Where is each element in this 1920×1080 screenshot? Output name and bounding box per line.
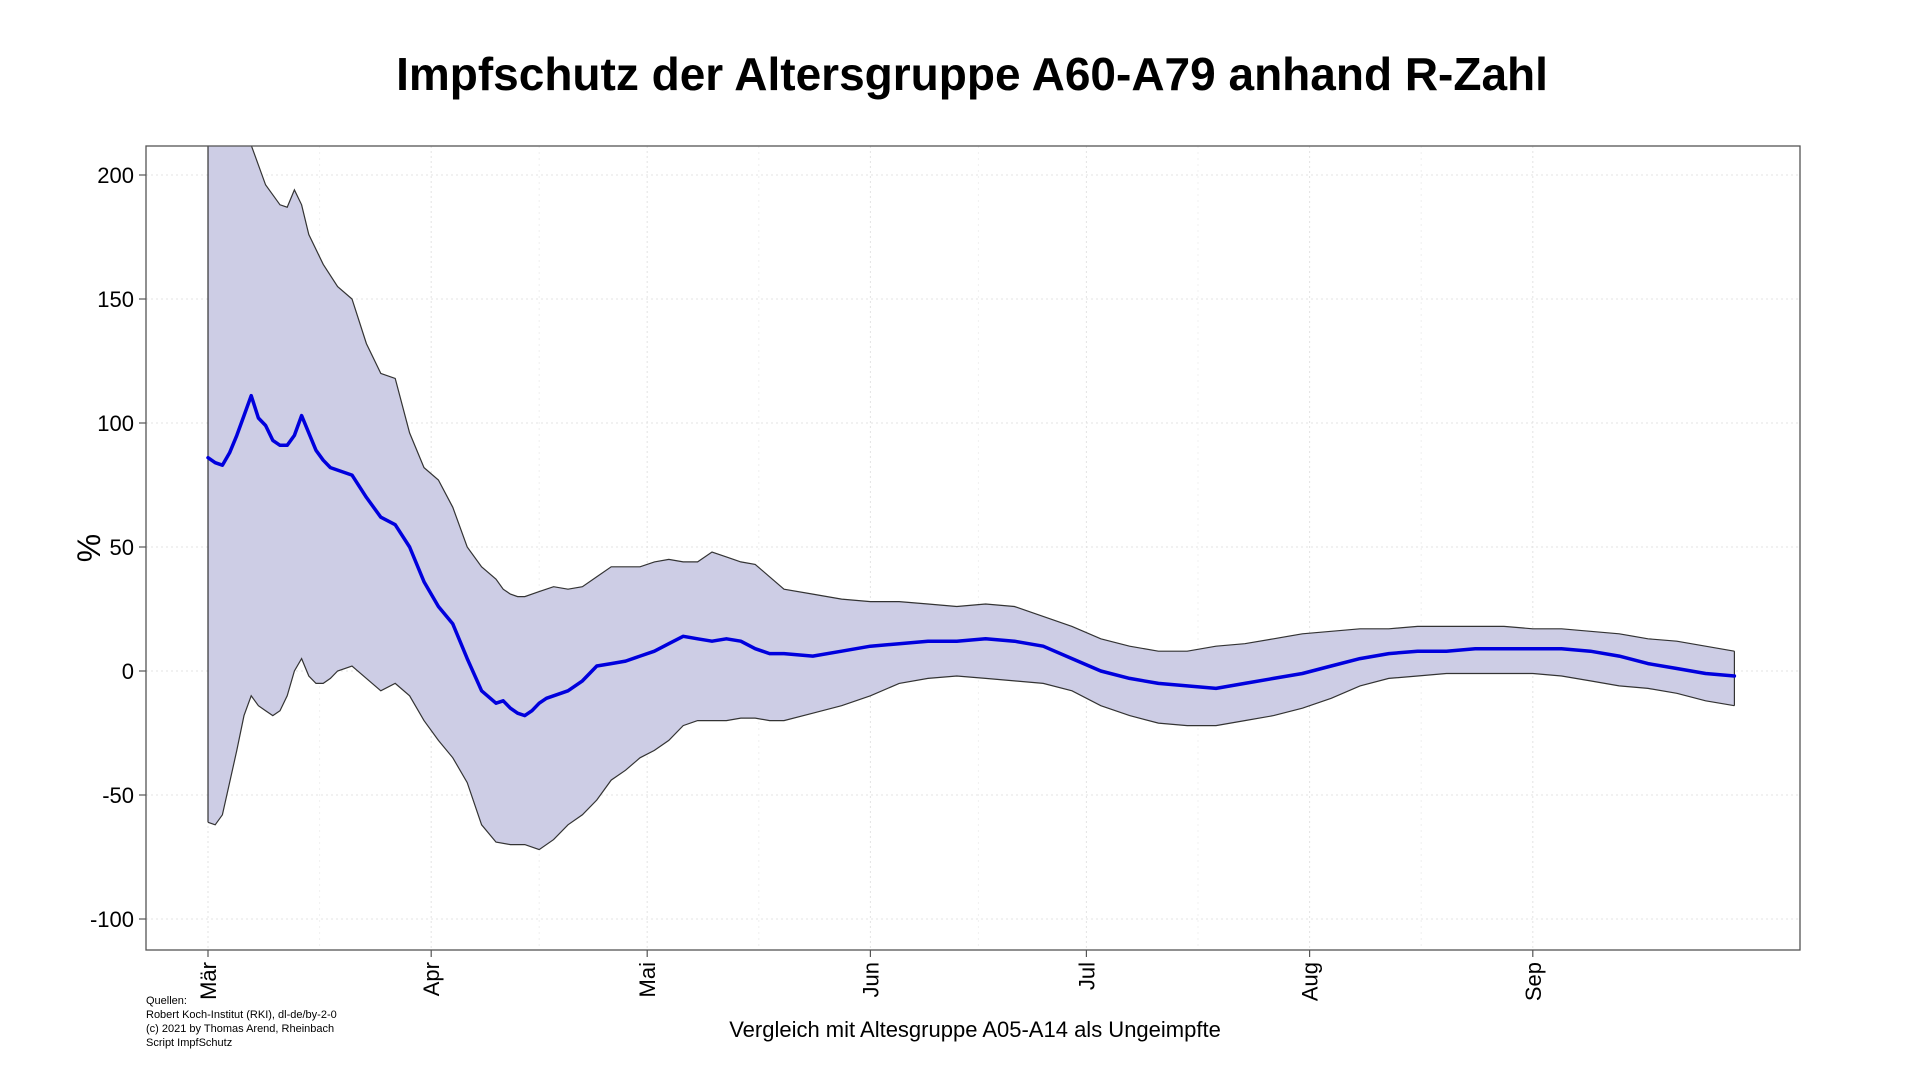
- x-axis-label: Vergleich mit Altesgruppe A05-A14 als Un…: [729, 1017, 1221, 1042]
- y-axis-label: %: [71, 534, 107, 562]
- source-note: Quellen: Robert Koch-Institut (RKI), dl-…: [146, 995, 337, 1049]
- estimate-line: [206, 393, 1737, 718]
- x-axis: Mär Apr Mai Jun Jul Aug Sep: [196, 950, 1546, 1001]
- x-tick-label: Apr: [419, 962, 444, 996]
- y-tick-label: 150: [97, 287, 134, 312]
- x-tick-label: Aug: [1298, 962, 1323, 1001]
- source-line-2: Robert Koch-Institut (RKI), dl-de/by-2-0: [146, 1009, 337, 1021]
- y-tick-label: -100: [90, 907, 134, 932]
- x-tick-label: Mär: [196, 962, 221, 1000]
- x-tick-label: Jun: [858, 962, 883, 997]
- estimate-series: [206, 393, 1737, 718]
- x-tick-label: Sep: [1521, 962, 1546, 1001]
- x-tick-label: Mai: [635, 962, 660, 997]
- plot-frame: [145, 145, 1801, 951]
- y-tick-label: 0: [122, 659, 134, 684]
- lower-bound-line: [207, 657, 1735, 851]
- y-tick-label: -50: [102, 783, 134, 808]
- x-tick-label: Jul: [1074, 962, 1099, 990]
- y-tick-label: 100: [97, 411, 134, 436]
- source-line-3: (c) 2021 by Thomas Arend, Rheinbach: [146, 1023, 334, 1035]
- chart-title: Impfschutz der Altersgruppe A60-A79 anha…: [396, 48, 1548, 100]
- y-tick-label: 50: [110, 535, 134, 560]
- upper-bound-line: [250, 146, 1735, 652]
- y-axis: -100 -50 0 50 100 150 200: [90, 163, 146, 932]
- source-line-1: Quellen:: [146, 995, 187, 1007]
- y-tick-label: 200: [97, 163, 134, 188]
- source-line-4: Script ImpfSchutz: [146, 1037, 232, 1049]
